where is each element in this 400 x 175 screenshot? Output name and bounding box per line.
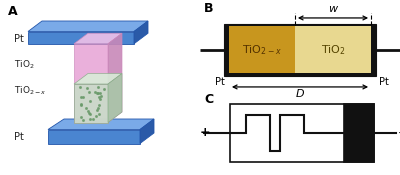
Polygon shape [48,119,154,130]
Bar [344,104,374,162]
Polygon shape [28,21,148,32]
Text: Pt: Pt [215,77,225,87]
Text: D: D [296,89,304,99]
Polygon shape [140,119,154,144]
Text: Pt: Pt [14,33,24,44]
Text: w: w [328,4,338,13]
Bar [295,26,371,73]
Polygon shape [28,32,134,44]
Text: B: B [204,2,214,15]
Bar [230,104,374,162]
Polygon shape [48,130,140,144]
Bar [229,26,295,73]
Text: Pt: Pt [379,77,389,87]
Polygon shape [74,44,108,122]
Bar [224,24,376,76]
Text: TiO$_2$: TiO$_2$ [14,58,35,71]
Polygon shape [74,84,108,122]
Text: +: + [200,127,211,139]
Text: Pt: Pt [14,131,24,142]
Text: −: − [398,127,400,139]
Text: TiO$_{2-x}$: TiO$_{2-x}$ [242,43,282,57]
Text: C: C [204,93,213,106]
Polygon shape [74,33,122,44]
Text: A: A [8,5,18,18]
Text: TiO$_{2-x}$: TiO$_{2-x}$ [14,85,47,97]
Polygon shape [108,33,122,122]
Polygon shape [134,21,148,44]
Polygon shape [108,74,122,122]
Text: TiO$_2$: TiO$_2$ [320,43,346,57]
Polygon shape [74,74,122,84]
